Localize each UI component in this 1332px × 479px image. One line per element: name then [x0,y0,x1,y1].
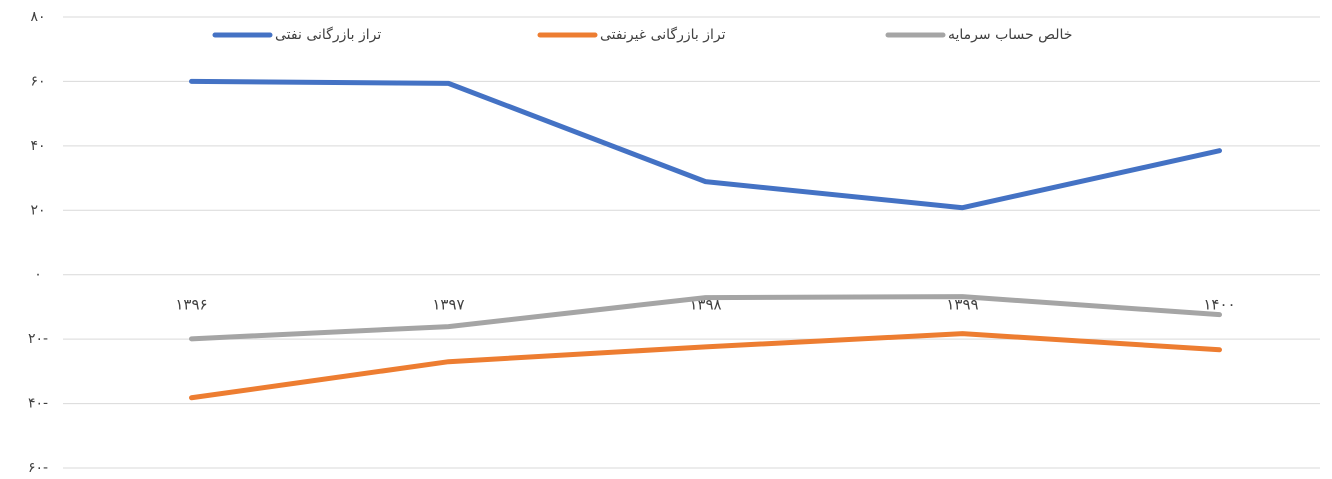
legend-label: تراز بازرگانی نفتی [275,26,381,43]
x-tick-label: ۱۳۹۹ [946,296,978,314]
legend-label: تراز بازرگانی غیرنفتی [600,26,726,43]
y-tick-label: ۰ [34,267,42,283]
y-tick-label: ۴۰ [30,138,45,154]
series-line [189,294,1222,342]
series-line [189,331,1222,401]
legend-label: خالص حساب سرمایه [948,27,1072,43]
series-line [189,78,1222,211]
y-tick-label: ۶۰ [30,73,45,89]
y-tick-label: ۲۰ [30,202,45,218]
y-tick-label: ۶۰- [28,460,48,476]
y-tick-label: ۸۰ [30,9,45,25]
x-tick-label: ۱۳۹۷ [432,296,464,314]
y-tick-label: ۴۰- [28,396,48,412]
y-tick-label: ۲۰- [28,331,48,347]
x-tick-label: ۱۳۹۶ [175,296,207,314]
x-tick-label: ۱۴۰۰ [1203,296,1235,314]
